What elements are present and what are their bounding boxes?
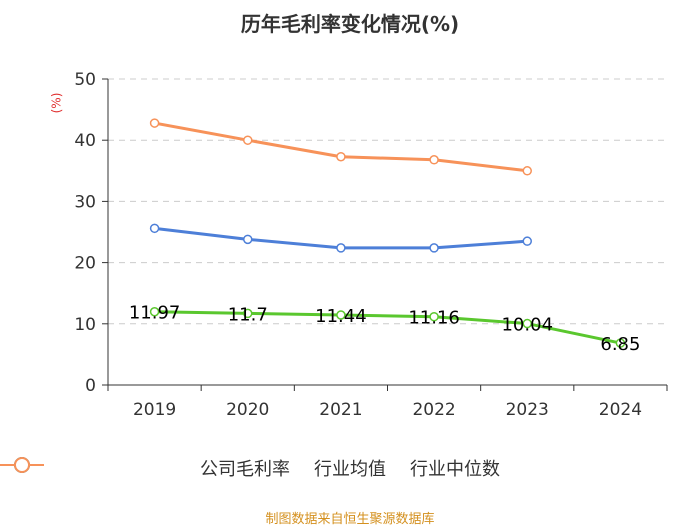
data-point xyxy=(429,155,439,165)
series-line xyxy=(154,310,621,345)
x-tick-label: 2019 xyxy=(133,400,176,420)
data-point xyxy=(243,234,253,245)
data-point xyxy=(429,243,439,253)
data-label: 6.85 xyxy=(600,334,640,355)
series-line xyxy=(154,121,528,173)
legend-label-industry-mean: 行业均值 xyxy=(314,459,386,480)
data-point xyxy=(243,135,253,145)
y-tick-label: 0 xyxy=(85,376,96,396)
y-tick-label: 20 xyxy=(74,254,96,274)
data-point xyxy=(522,166,532,176)
x-tick-label: 2022 xyxy=(412,400,455,420)
data-label: 10.04 xyxy=(501,315,553,336)
x-tick-label: 2024 xyxy=(599,400,642,420)
data-point xyxy=(336,310,346,320)
data-label: 11.97 xyxy=(129,303,181,324)
x-tick-label: 2021 xyxy=(319,400,362,420)
data-point xyxy=(336,243,346,253)
y-tick-label: 40 xyxy=(74,131,96,151)
y-tick-label: 10 xyxy=(74,315,96,335)
legend-item-industry-mean[interactable]: 行业均值 xyxy=(0,455,386,481)
x-tick-label: 2023 xyxy=(506,400,549,420)
source-footer: 制图数据来自恒生聚源数据库 xyxy=(265,512,435,527)
data-label: 11.44 xyxy=(315,306,367,327)
legend-item-company[interactable]: 公司毛利率 xyxy=(0,455,290,481)
y-tick-label: 30 xyxy=(74,192,96,212)
data-point xyxy=(522,318,532,329)
data-point xyxy=(149,118,160,128)
legend: 公司毛利率 行业均值 行业中位数 xyxy=(0,455,700,481)
chart-title: 历年毛利率变化情况(%) xyxy=(240,12,460,36)
data-label: 11.16 xyxy=(408,308,460,329)
data-point xyxy=(522,236,532,246)
data-point xyxy=(149,306,160,317)
legend-marker-industry-median-icon xyxy=(0,457,44,473)
data-point xyxy=(243,308,253,319)
data-point xyxy=(149,223,160,234)
x-tick-label: 2020 xyxy=(226,400,269,420)
data-point xyxy=(429,311,439,322)
data-point xyxy=(336,151,346,162)
legend-label-industry-median: 行业中位数 xyxy=(410,459,500,480)
y-tick-label: 50 xyxy=(74,70,96,90)
data-point xyxy=(615,338,626,348)
legend-label-company: 公司毛利率 xyxy=(200,459,290,480)
legend-item-industry-median[interactable]: 行业中位数 xyxy=(0,455,500,481)
data-label: 11.7 xyxy=(228,304,268,325)
